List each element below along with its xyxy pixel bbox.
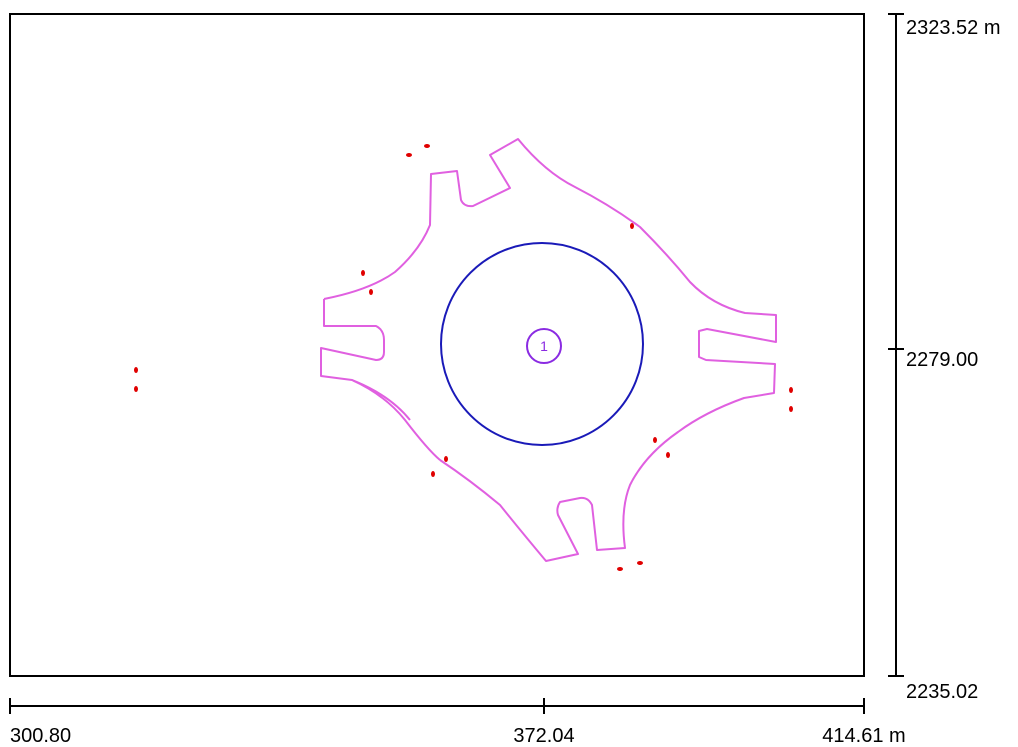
- x-scale-max-label: 414.61 m: [822, 725, 905, 747]
- detector[interactable]: [444, 456, 448, 462]
- detector[interactable]: [666, 452, 670, 458]
- plot-frame: [9, 13, 865, 677]
- detector[interactable]: [789, 406, 793, 412]
- detector[interactable]: [369, 289, 373, 295]
- curb-northwest: [320, 299, 411, 421]
- node-marker[interactable]: 1: [526, 328, 562, 364]
- detector[interactable]: [361, 270, 365, 276]
- y-scale-mid-label: 2279.00: [906, 349, 978, 371]
- detector[interactable]: [630, 223, 634, 229]
- y-scale-bottom-label: 2235.02: [906, 681, 978, 703]
- y-scale-bar: [888, 13, 904, 677]
- detectors: [134, 144, 793, 571]
- detector[interactable]: [637, 561, 643, 565]
- y-scale-top-label: 2323.52 m: [906, 17, 1001, 39]
- central-island: [440, 242, 644, 446]
- road-edges: [320, 138, 777, 562]
- curb-northwest-arc: [323, 138, 777, 562]
- detector[interactable]: [424, 144, 430, 148]
- node-id-label: 1: [540, 338, 548, 354]
- x-scale-min-label: 300.80: [10, 725, 71, 747]
- detector[interactable]: [134, 386, 138, 392]
- detector[interactable]: [134, 367, 138, 373]
- curb-southwest: [351, 379, 441, 461]
- x-scale-mid-label: 372.04: [513, 725, 574, 747]
- node-marker-circle: [526, 328, 562, 364]
- x-scale-bar: [9, 698, 865, 714]
- detector[interactable]: [789, 387, 793, 393]
- detector[interactable]: [431, 471, 435, 477]
- detector[interactable]: [406, 153, 412, 157]
- detector[interactable]: [653, 437, 657, 443]
- detector[interactable]: [617, 567, 623, 571]
